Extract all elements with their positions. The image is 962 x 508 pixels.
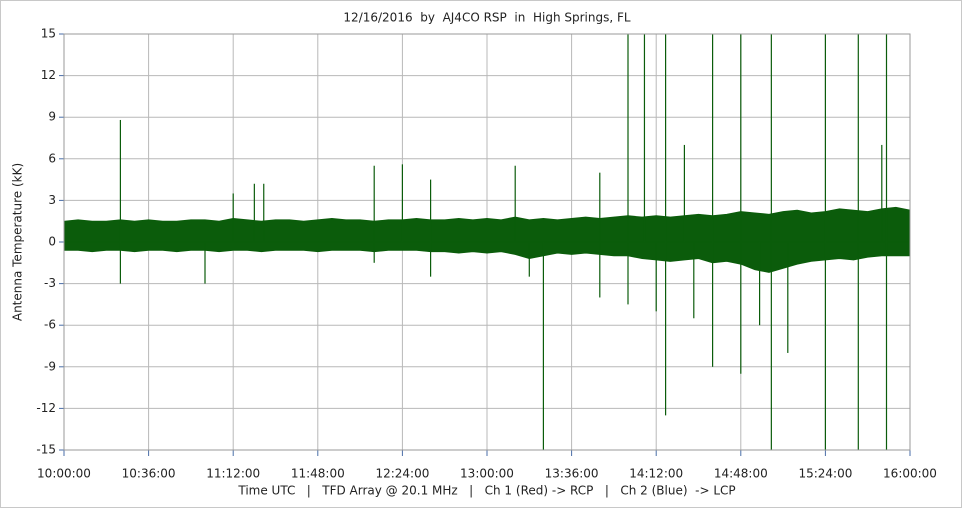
x-tick-label: 11:48:00 <box>291 467 345 481</box>
plot-border <box>63 33 911 451</box>
chart-title: 12/16/2016 by AJ4CO RSP in High Springs,… <box>343 11 630 25</box>
y-tick-label: 15 <box>41 27 56 41</box>
y-tick-label: -3 <box>44 276 56 290</box>
lower-envelope <box>63 241 911 273</box>
upper-envelope <box>63 206 911 243</box>
y-tick-label: 0 <box>48 235 56 249</box>
y-axis-label: Antenna Temperature (kK) <box>11 163 25 321</box>
y-tick-label: 3 <box>48 193 56 207</box>
y-tick-label: 9 <box>48 110 56 124</box>
x-tick-label: 12:24:00 <box>375 467 429 481</box>
y-tick-label: -12 <box>36 401 56 415</box>
y-tick-label: -15 <box>36 443 56 457</box>
x-axis-label: Time UTC | TFD Array @ 20.1 MHz | Ch 1 (… <box>237 484 735 498</box>
y-tick-label: -6 <box>44 318 56 332</box>
x-tick-label: 13:00:00 <box>460 467 514 481</box>
y-tick-label: -9 <box>44 359 56 373</box>
x-tick-label: 10:36:00 <box>122 467 176 481</box>
x-tick-label: 14:48:00 <box>714 467 768 481</box>
x-tick-label: 14:12:00 <box>629 467 683 481</box>
y-tick-label: 6 <box>48 151 56 165</box>
x-tick-label: 15:24:00 <box>798 467 852 481</box>
x-tick-label: 11:12:00 <box>206 467 260 481</box>
x-tick-label: 16:00:00 <box>883 467 937 481</box>
y-tick-label: 12 <box>41 68 56 82</box>
x-tick-label: 10:00:00 <box>37 467 91 481</box>
x-tick-label: 13:36:00 <box>545 467 599 481</box>
